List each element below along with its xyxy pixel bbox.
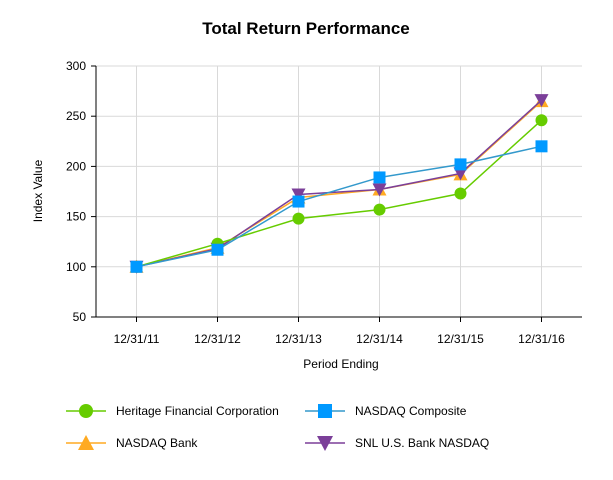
data-point [373, 171, 386, 184]
data-point [534, 94, 549, 108]
data-point [130, 260, 143, 273]
data-point [453, 167, 468, 181]
legend-item: NASDAQ Composite [305, 404, 467, 418]
data-point [291, 188, 306, 202]
y-axis-label: Index Value [31, 159, 45, 222]
y-tick-label: 50 [73, 310, 87, 324]
series-line [136, 99, 543, 268]
y-tick-label: 300 [66, 59, 86, 73]
data-point [454, 158, 467, 171]
series-line [136, 145, 542, 268]
legend-marker [317, 436, 333, 451]
series-line [136, 100, 543, 268]
legend-marker [79, 404, 93, 418]
data-point [535, 140, 548, 153]
axes: 50 100 150 200 250 300 12/31/11 12/31/12 12/31/1… [66, 59, 582, 346]
x-tick-label: 12/31/12 [194, 332, 241, 346]
series-3 [129, 94, 549, 274]
y-tick-label: 100 [66, 260, 86, 274]
data-point [535, 114, 548, 127]
grid [96, 65, 582, 318]
data-point [454, 187, 467, 200]
x-tick-label: 12/31/13 [275, 332, 322, 346]
chart-title: Total Return Performance [202, 19, 410, 38]
legend-marker [78, 435, 94, 450]
series-0 [130, 114, 548, 273]
series-line [136, 119, 543, 268]
legend-label: NASDAQ Composite [355, 404, 467, 418]
data-point [292, 195, 305, 208]
legend-label: Heritage Financial Corporation [116, 404, 279, 418]
series-2 [129, 94, 549, 273]
y-tick-label: 250 [66, 109, 86, 123]
legend-label: SNL U.S. Bank NASDAQ [355, 436, 489, 450]
series [129, 94, 549, 274]
x-tick-label: 12/31/16 [518, 332, 565, 346]
data-point [373, 203, 386, 216]
x-axis-label: Period Ending [303, 357, 378, 371]
legend-item: Heritage Financial Corporation [66, 404, 279, 418]
x-tick-label: 12/31/15 [437, 332, 484, 346]
legend-item: NASDAQ Bank [66, 435, 198, 450]
data-point [292, 212, 305, 225]
legend: Heritage Financial Corporation NASDAQ Com… [66, 404, 489, 451]
x-tick-label: 12/31/11 [114, 332, 160, 346]
y-tick-label: 150 [66, 210, 86, 224]
y-tick-label: 200 [66, 159, 86, 173]
series-1 [130, 140, 548, 273]
data-point [372, 183, 387, 197]
legend-marker [318, 404, 332, 418]
legend-label: NASDAQ Bank [116, 436, 198, 450]
x-tick-label: 12/31/14 [356, 332, 403, 346]
legend-item: SNL U.S. Bank NASDAQ [305, 436, 489, 451]
data-point [211, 243, 224, 256]
